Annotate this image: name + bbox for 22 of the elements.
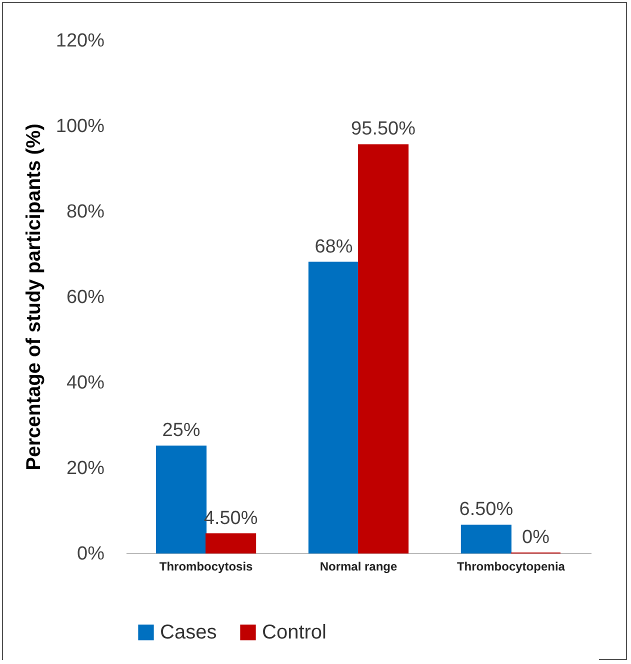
legend-label: Control — [262, 621, 326, 644]
x-tick-label: Normal range — [320, 560, 398, 574]
data-label: 68% — [314, 236, 353, 258]
data-label: 0% — [522, 527, 550, 548]
y-axis-title: Percentage of study participants (%) — [22, 124, 45, 470]
x-tick-label: Thrombocytopenia — [456, 560, 566, 574]
y-tick-label: 0% — [77, 544, 105, 564]
x-tick-label: Thrombocytosis — [159, 560, 254, 574]
y-tick-label: 20% — [66, 458, 105, 479]
y-tick-label: 60% — [66, 287, 105, 308]
data-label: 95.50% — [351, 118, 416, 140]
data-label: 6.50% — [459, 499, 514, 520]
legend-label: Cases — [160, 621, 217, 644]
bar — [358, 144, 409, 554]
y-tick-label: 100% — [56, 116, 105, 137]
data-label: 25% — [162, 420, 200, 442]
y-tick-label: 40% — [66, 372, 105, 394]
y-tick-label: 120% — [56, 30, 105, 52]
bar — [206, 533, 256, 554]
bar — [308, 262, 359, 554]
bar — [460, 524, 512, 554]
y-tick-label: 80% — [66, 202, 105, 222]
